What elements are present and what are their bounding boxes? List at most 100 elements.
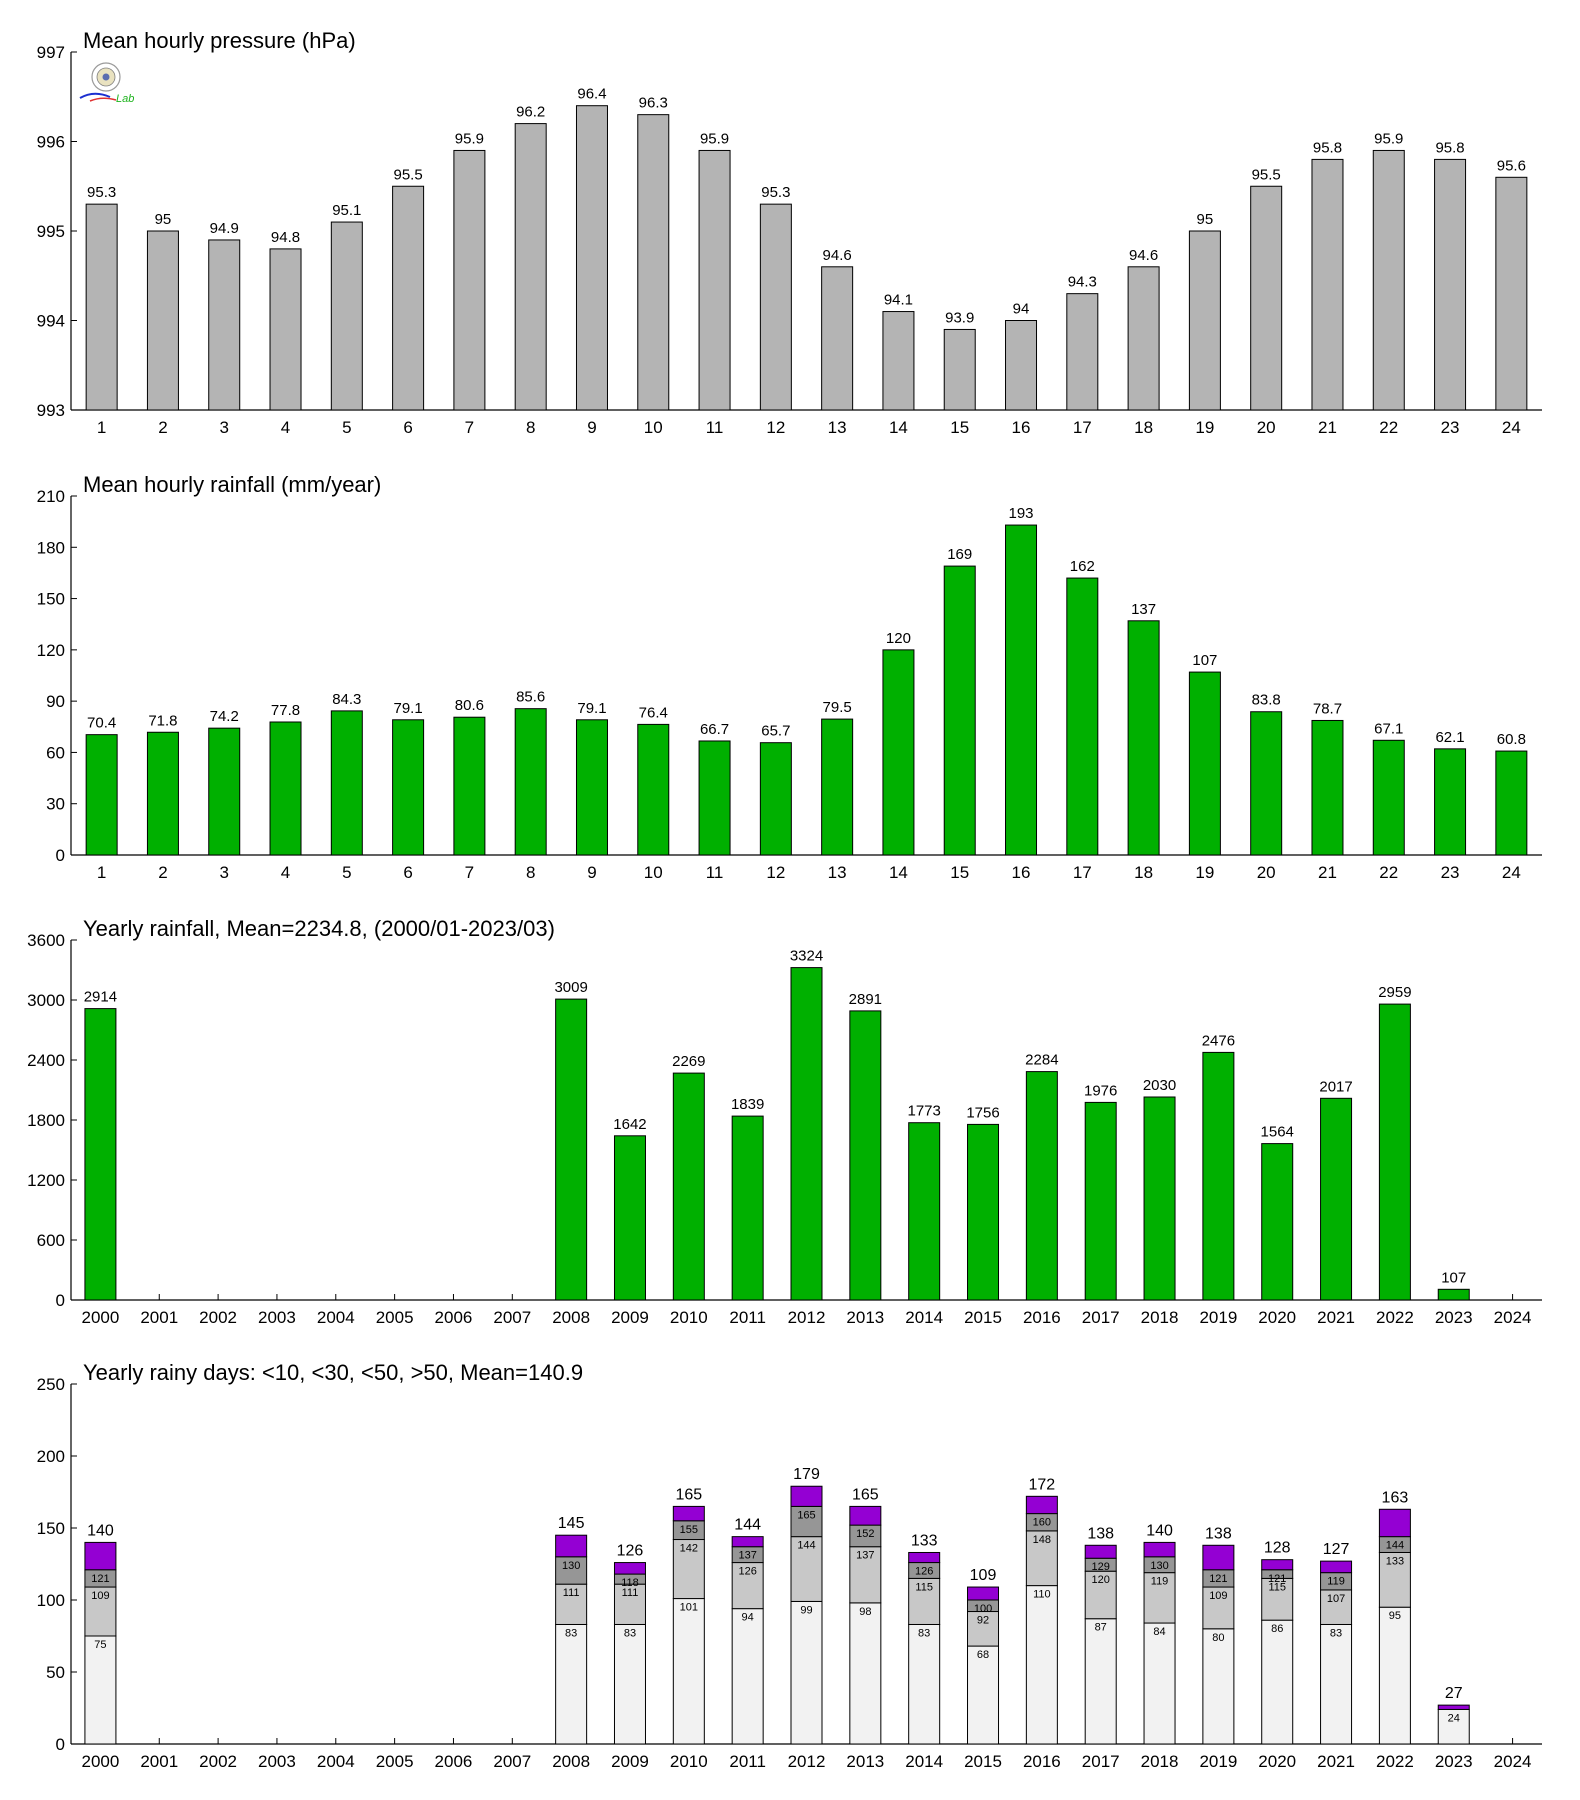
bar <box>1261 1143 1294 1301</box>
segment-label: 94 <box>742 1612 754 1624</box>
stack-segment <box>1261 1619 1294 1745</box>
bar <box>575 105 608 411</box>
data-label: 85.6 <box>516 689 545 706</box>
stack-segment <box>1202 1586 1235 1630</box>
data-label: 60.8 <box>1497 731 1526 748</box>
stack-segment <box>555 1583 588 1625</box>
lab-logo: Lab <box>79 62 134 105</box>
x-tick-label: 2023 <box>1435 1308 1473 1327</box>
x-tick-label: 2017 <box>1082 1752 1120 1771</box>
bar <box>1320 1097 1353 1301</box>
x-tick-label: 2022 <box>1376 1308 1414 1327</box>
bar <box>698 740 731 856</box>
x-tick-label: 10 <box>644 863 663 882</box>
segment-label: 99 <box>800 1604 812 1616</box>
logo-text: Lab <box>116 93 134 105</box>
bar <box>575 719 608 856</box>
x-tick-label: 2019 <box>1199 1752 1237 1771</box>
x-tick-label: 7 <box>465 863 474 882</box>
total-label: 109 <box>970 1567 997 1584</box>
x-tick-label: 2018 <box>1141 1752 1179 1771</box>
bar <box>882 311 915 411</box>
segment-label: 83 <box>565 1627 577 1639</box>
data-label: 96.4 <box>577 86 606 103</box>
segment-label: 120 <box>1092 1574 1110 1586</box>
bar <box>637 114 670 411</box>
stack-segment <box>672 1539 705 1600</box>
bar <box>790 967 823 1301</box>
x-tick-label: 2009 <box>611 1752 649 1771</box>
x-tick-label: 2018 <box>1141 1308 1179 1327</box>
data-label: 1773 <box>907 1103 940 1120</box>
data-label: 2914 <box>84 989 117 1006</box>
x-tick-label: 2001 <box>140 1752 178 1771</box>
stack-segment <box>613 1562 646 1575</box>
y-tick-label: 3000 <box>27 991 65 1010</box>
bar <box>85 734 118 856</box>
stack-segment <box>908 1551 941 1564</box>
stack-segment <box>555 1556 588 1585</box>
data-label: 107 <box>1192 652 1217 669</box>
bar <box>1188 671 1221 856</box>
x-tick-label: 2002 <box>199 1308 237 1327</box>
stack-segment <box>84 1586 117 1637</box>
segment-label: 83 <box>624 1627 636 1639</box>
y-tick-label: 200 <box>37 1447 65 1466</box>
y-tick-label: 100 <box>37 1591 65 1610</box>
data-label: 95.8 <box>1313 139 1342 156</box>
x-tick-label: 9 <box>587 418 596 437</box>
data-label: 94.3 <box>1068 274 1097 291</box>
bar <box>269 248 302 411</box>
segment-label: 95 <box>1389 1610 1401 1622</box>
data-label: 83.8 <box>1252 692 1281 709</box>
total-label: 140 <box>87 1522 114 1539</box>
x-tick-label: 23 <box>1441 418 1460 437</box>
bar <box>514 708 547 856</box>
segment-label: 109 <box>91 1590 109 1602</box>
bar <box>821 718 854 856</box>
segment-label: 111 <box>563 1587 580 1599</box>
bar <box>1025 1071 1058 1301</box>
x-tick-label: 2023 <box>1435 1752 1473 1771</box>
data-label: 95.1 <box>332 202 361 219</box>
x-tick-label: 15 <box>950 418 969 437</box>
x-tick-label: 2000 <box>82 1752 120 1771</box>
x-tick-label: 2022 <box>1376 1752 1414 1771</box>
x-tick-label: 24 <box>1502 418 1521 437</box>
y-tick-label: 994 <box>37 312 65 331</box>
x-tick-label: 2005 <box>376 1308 414 1327</box>
segment-label: 98 <box>859 1606 871 1618</box>
x-tick-label: 2020 <box>1258 1308 1296 1327</box>
stack-segment <box>672 1505 705 1522</box>
data-label: 120 <box>886 630 911 647</box>
stack-segment <box>1143 1572 1176 1624</box>
y-tick-label: 3600 <box>27 931 65 950</box>
x-tick-label: 2024 <box>1494 1752 1532 1771</box>
data-label: 95.6 <box>1497 157 1526 174</box>
x-tick-label: 17 <box>1073 863 1092 882</box>
bar <box>882 649 915 856</box>
stack-segment <box>731 1562 764 1610</box>
bar <box>613 1135 646 1301</box>
data-label: 137 <box>1131 601 1156 618</box>
x-tick-label: 12 <box>766 418 785 437</box>
total-label: 140 <box>1146 1522 1173 1539</box>
x-tick-label: 2013 <box>846 1308 884 1327</box>
x-tick-label: 14 <box>889 863 908 882</box>
bar <box>821 266 854 411</box>
total-label: 179 <box>793 1466 820 1483</box>
stack-segment <box>555 1534 588 1558</box>
total-label: 172 <box>1029 1476 1056 1493</box>
bar <box>1127 620 1160 856</box>
x-tick-label: 2021 <box>1317 1308 1355 1327</box>
bar <box>1066 293 1099 411</box>
bar <box>849 1010 882 1301</box>
x-tick-label: 2005 <box>376 1752 414 1771</box>
x-tick-label: 1 <box>97 418 106 437</box>
x-tick-label: 6 <box>403 418 412 437</box>
bar <box>637 723 670 856</box>
stack-segment <box>555 1623 588 1745</box>
data-label: 93.9 <box>945 309 974 326</box>
data-label: 95.5 <box>394 166 423 183</box>
